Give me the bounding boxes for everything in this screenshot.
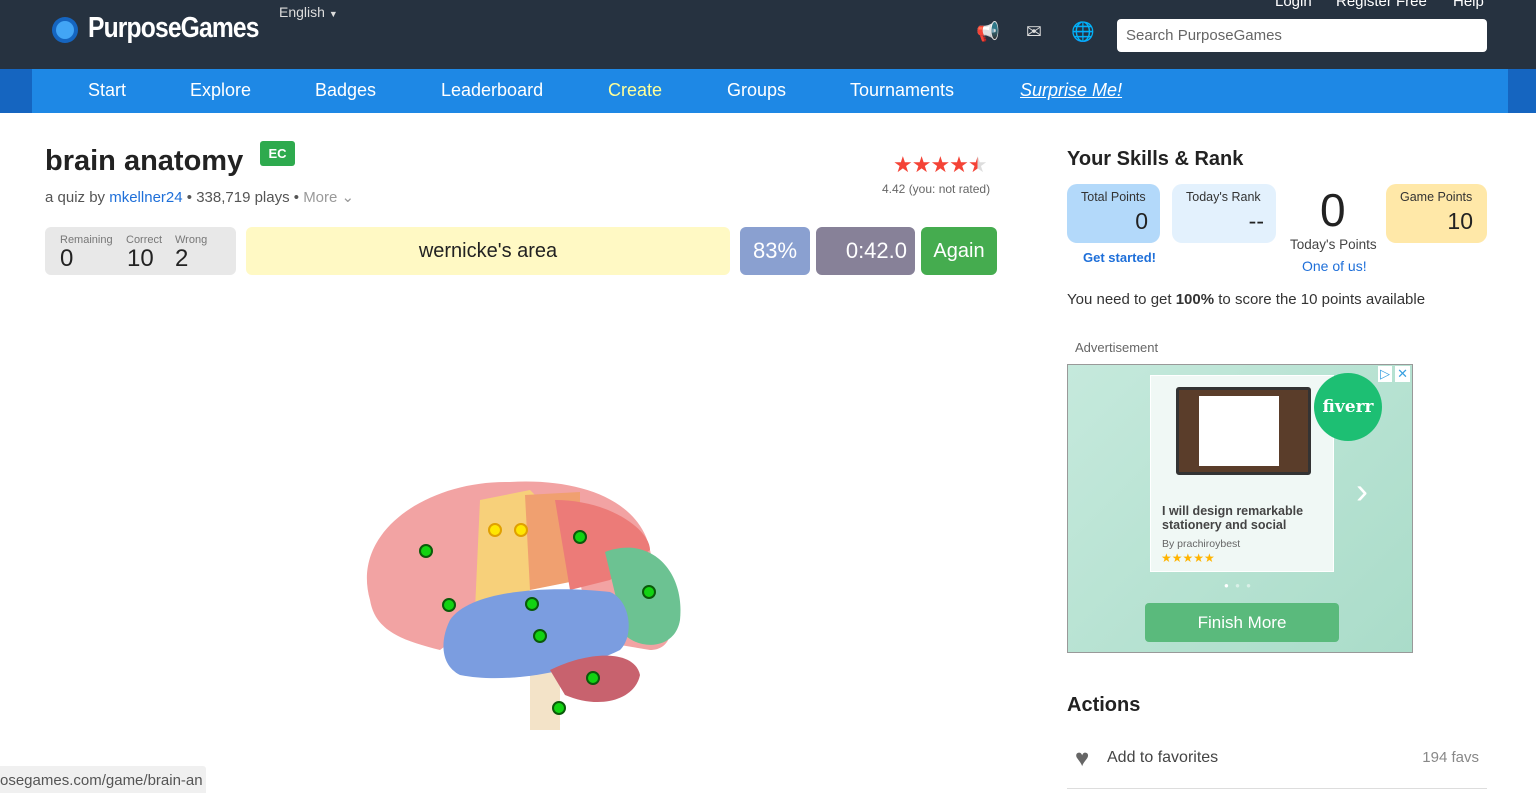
map-marker[interactable] [419,544,433,558]
heart-icon: ♥ [1075,745,1090,772]
ad-stars: ★★★★★ [1161,551,1215,565]
search-input[interactable] [1117,19,1487,52]
more-toggle[interactable]: More ⌄ [303,189,355,206]
todays-points-value: 0 [1320,184,1346,236]
map-marker[interactable] [488,523,502,537]
language-select[interactable]: English ▼ [279,4,338,20]
nav-edge-left [0,69,32,113]
nav-create[interactable]: Create [608,80,663,100]
ad-card: I will design remarkable stationery and … [1150,375,1334,572]
chevron-right-icon[interactable]: › [1356,470,1368,511]
ad-title: I will design remarkable stationery and … [1162,504,1304,532]
half-star-icon: ★ [967,152,988,177]
quiz-meta: a quiz by mkellner24 • 338,719 plays • M… [45,189,355,206]
percent-score: 83% [740,227,810,275]
game-points-card: Game Points 10 [1386,184,1487,243]
map-marker[interactable] [552,701,566,715]
map-marker[interactable] [514,523,528,537]
laptop-image [1176,387,1311,475]
wrong-count: 2 [175,245,189,272]
nav-surprise-me[interactable]: Surprise Me! [1020,80,1123,100]
page-title: brain anatomy [45,145,244,177]
main-nav: Start Explore Badges Leaderboard Create … [0,69,1536,113]
advertisement[interactable]: ▷ ✕ I will design remarkable stationery … [1067,364,1413,653]
top-bar: PurposeGames English ▼ Login Register Fr… [0,0,1536,69]
nav-explore[interactable]: Explore [190,80,252,100]
finish-more-button[interactable]: Finish More [1145,603,1339,642]
todays-rank-card: Today's Rank -- [1172,184,1276,243]
register-link[interactable]: Register Free [1336,0,1427,10]
favorites-count: 194 favs [1422,749,1479,766]
carousel-dots[interactable]: ● ● ● [1224,581,1253,590]
rating-text: 4.42 (you: not rated) [882,182,991,196]
todays-points-label: Today's Points [1290,237,1377,252]
nav-leaderboard[interactable]: Leaderboard [441,80,544,100]
skills-title: Your Skills & Rank [1067,148,1244,170]
logo-icon[interactable] [52,17,78,43]
brain-image [366,481,681,730]
quiz-map[interactable] [350,470,690,735]
rating-stars[interactable]: ★★★★★ [893,152,988,177]
map-marker[interactable] [586,671,600,685]
add-to-favorites[interactable]: ♥ Add to favorites 194 favs [1075,745,1479,772]
language-label: English [279,4,325,20]
nav-badges[interactable]: Badges [315,80,377,100]
map-marker[interactable] [642,585,656,599]
map-marker[interactable] [442,598,456,612]
adchoices-icon[interactable]: ▷ [1378,366,1392,382]
total-points-card: Total Points 0 [1067,184,1160,243]
timer: 0:42.0 [816,227,915,275]
globe-icon[interactable]: 🌐 [1071,22,1095,43]
actions-title: Actions [1067,694,1141,716]
get-started-link[interactable]: Get started! [1083,250,1156,265]
remaining-count: 0 [60,245,74,272]
correct-count: 10 [127,245,154,272]
map-marker[interactable] [573,530,587,544]
status-bar-url: osegames.com/game/brain-an [0,766,206,793]
caret-down-icon: ▼ [328,9,338,19]
nav-start[interactable]: Start [88,80,127,100]
plays-count: 338,719 plays [196,189,290,206]
ad-author: By prachiroybest [1162,538,1241,550]
author-link[interactable]: mkellner24 [109,189,183,206]
divider [1067,788,1487,789]
ad-label: Advertisement [1075,340,1159,355]
again-button[interactable]: Again [921,227,997,275]
question-prompt: wernicke's area [246,227,730,275]
help-link[interactable]: Help [1453,0,1484,10]
close-ad-icon[interactable]: ✕ [1395,366,1410,382]
nav-groups[interactable]: Groups [727,80,787,100]
map-marker[interactable] [525,597,539,611]
nav-tournaments[interactable]: Tournaments [850,80,955,100]
nav-edge-right [1508,69,1536,113]
fiverr-logo: fiverr [1314,373,1382,441]
score-panel: Remaining Correct Wrong 0 10 2 [45,227,236,275]
mail-icon[interactable]: ✉ [1026,22,1042,43]
megaphone-icon[interactable]: 📢 [976,22,1000,43]
ec-badge[interactable]: EC [260,141,295,166]
one-of-us-link[interactable]: One of us! [1302,258,1367,274]
map-marker[interactable] [533,629,547,643]
login-link[interactable]: Login [1275,0,1312,10]
points-requirement: You need to get 100% to score the 10 poi… [1067,291,1426,308]
logo[interactable]: PurposeGames [88,12,259,44]
